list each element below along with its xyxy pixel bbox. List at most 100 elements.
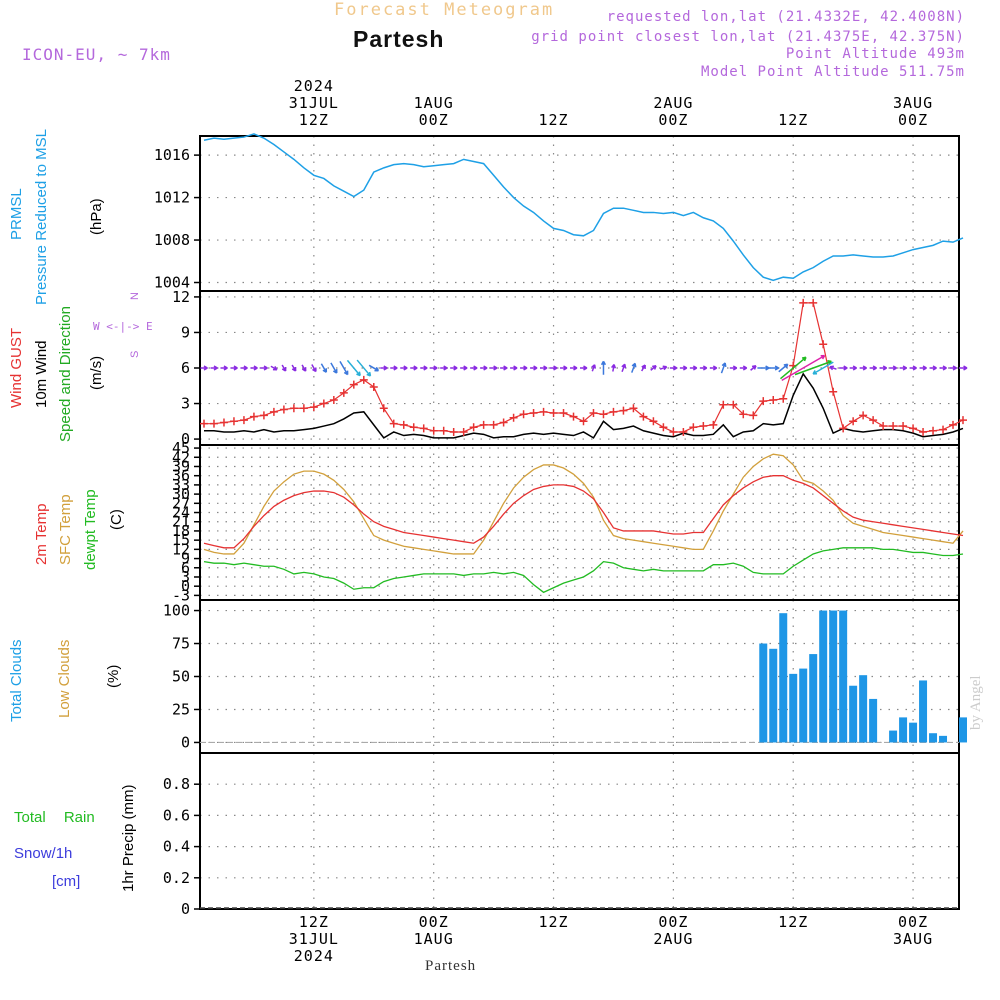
wind-direction-arrow — [480, 365, 488, 371]
gust-point — [849, 417, 858, 426]
gust-point — [599, 410, 608, 419]
y-tick-label: 50 — [172, 668, 190, 686]
gust-point — [469, 423, 478, 432]
y-tick-label: 1012 — [154, 189, 190, 207]
wind-direction-arrow — [919, 365, 927, 371]
y-tick-label: 27 — [172, 494, 190, 512]
gust-point — [200, 419, 208, 428]
wind-direction-arrow — [220, 365, 228, 371]
requested-coordinates: requested lon,lat (21.4332E, 42.4008N) — [606, 9, 965, 25]
wind-direction-arrow — [510, 365, 518, 371]
wind-direction-arrow — [750, 365, 757, 371]
time-axis-line: 3AUG — [893, 930, 934, 948]
gust-point — [359, 375, 368, 384]
time-axis-label: 1AUG 00Z — [414, 95, 454, 129]
gust-point — [889, 422, 898, 431]
y-tick-label: 24 — [172, 504, 190, 522]
time-axis-label: 12Z — [538, 914, 568, 931]
y-tick-label: 36 — [172, 467, 190, 485]
gust-point — [589, 409, 598, 418]
gust-point — [959, 416, 967, 425]
gust-point — [509, 413, 518, 422]
time-axis-label: 2024 31JUL 12Z — [289, 78, 339, 129]
wind-direction-arrow — [650, 365, 657, 371]
time-axis-line: 00Z — [898, 111, 929, 129]
total-cloud-bar — [919, 680, 928, 743]
wind-direction-arrow — [356, 359, 372, 377]
wind-direction-arrow — [641, 364, 646, 372]
gust-point — [299, 404, 308, 413]
gust-point — [879, 422, 888, 431]
gust-point — [409, 423, 418, 432]
gust-point — [949, 420, 958, 429]
total-cloud-bar — [779, 613, 788, 743]
gust-point — [349, 380, 358, 389]
wind-direction-arrow — [849, 365, 858, 371]
gust-point — [739, 410, 748, 419]
gust-point — [919, 427, 928, 436]
gust-point — [749, 411, 758, 420]
gust-point — [649, 417, 658, 426]
total-cloud-bar — [839, 610, 848, 743]
wind-direction-arrow — [450, 365, 458, 371]
wind-direction-arrow — [949, 365, 957, 371]
total-cloud-bar — [759, 643, 768, 743]
gust-point — [709, 420, 718, 429]
gust-point — [429, 426, 438, 435]
total-cloud-bar — [889, 730, 898, 743]
y-tick-label: 12 — [172, 288, 190, 306]
wind-direction-arrow — [909, 365, 917, 371]
location-title: Partesh — [353, 26, 445, 52]
y-tick-label: 0 — [181, 430, 190, 448]
gust-point — [819, 340, 828, 349]
time-axis-label: 00Z 3AUG — [893, 914, 933, 948]
wind-direction-arrow — [778, 363, 789, 373]
gust-point — [239, 416, 248, 425]
snow-unit-legend: [cm] — [52, 873, 81, 890]
meteogram-title: Forecast Meteogram — [334, 0, 555, 20]
time-axis-line: 2AUG — [653, 930, 694, 948]
y-tick-label: 0 — [181, 577, 190, 595]
gust-point — [699, 422, 708, 431]
gust-point — [489, 420, 498, 429]
wind-direction-arrow — [301, 364, 307, 372]
wind-direction-arrow — [530, 365, 538, 371]
time-axis-line: 12Z — [778, 913, 809, 931]
footer-location: Partesh — [425, 958, 477, 974]
gust-point — [669, 427, 678, 436]
total-cloud-bar — [849, 685, 858, 743]
wind-direction-arrow — [839, 365, 848, 371]
total-cloud-bar — [799, 668, 808, 743]
y-tick-label: 42 — [172, 448, 190, 466]
time-axis-label: 12Z — [778, 914, 808, 931]
total-cloud-bar — [769, 648, 778, 743]
wind-direction-arrow — [281, 364, 287, 372]
y-tick-label: 9 — [181, 550, 190, 568]
y-tick-label: 0 — [181, 900, 190, 918]
total-cloud-bar — [789, 673, 798, 743]
y-tick-label: 100 — [163, 602, 190, 620]
wind-direction-arrow — [859, 365, 867, 371]
wind-direction-arrow — [580, 365, 588, 371]
time-axis-line: 1AUG — [413, 930, 454, 948]
gust-point — [769, 395, 778, 404]
gust-point — [659, 423, 668, 432]
gust-point — [829, 387, 838, 396]
gust-point — [559, 409, 568, 418]
time-axis-line: 12Z — [778, 111, 809, 129]
wind-direction-arrow — [260, 365, 268, 371]
wind-direction-arrow — [958, 365, 968, 371]
wind-direction-arrow — [779, 356, 807, 380]
time-axis-line: 31JUL — [288, 930, 339, 948]
wind-direction-arrow — [270, 365, 278, 371]
wind-direction-arrow — [250, 365, 258, 371]
wind-direction-arrow — [346, 359, 361, 377]
wind-direction-arrow — [757, 365, 770, 371]
wind-direction-arrow — [899, 365, 907, 371]
wind-direction-arrow — [410, 365, 418, 371]
y-tick-label: 1004 — [154, 274, 190, 292]
gust-point — [719, 400, 728, 409]
y-tick-label: 6 — [181, 359, 190, 377]
wind-direction-arrow — [621, 363, 627, 373]
wind-direction-arrow — [739, 365, 748, 371]
